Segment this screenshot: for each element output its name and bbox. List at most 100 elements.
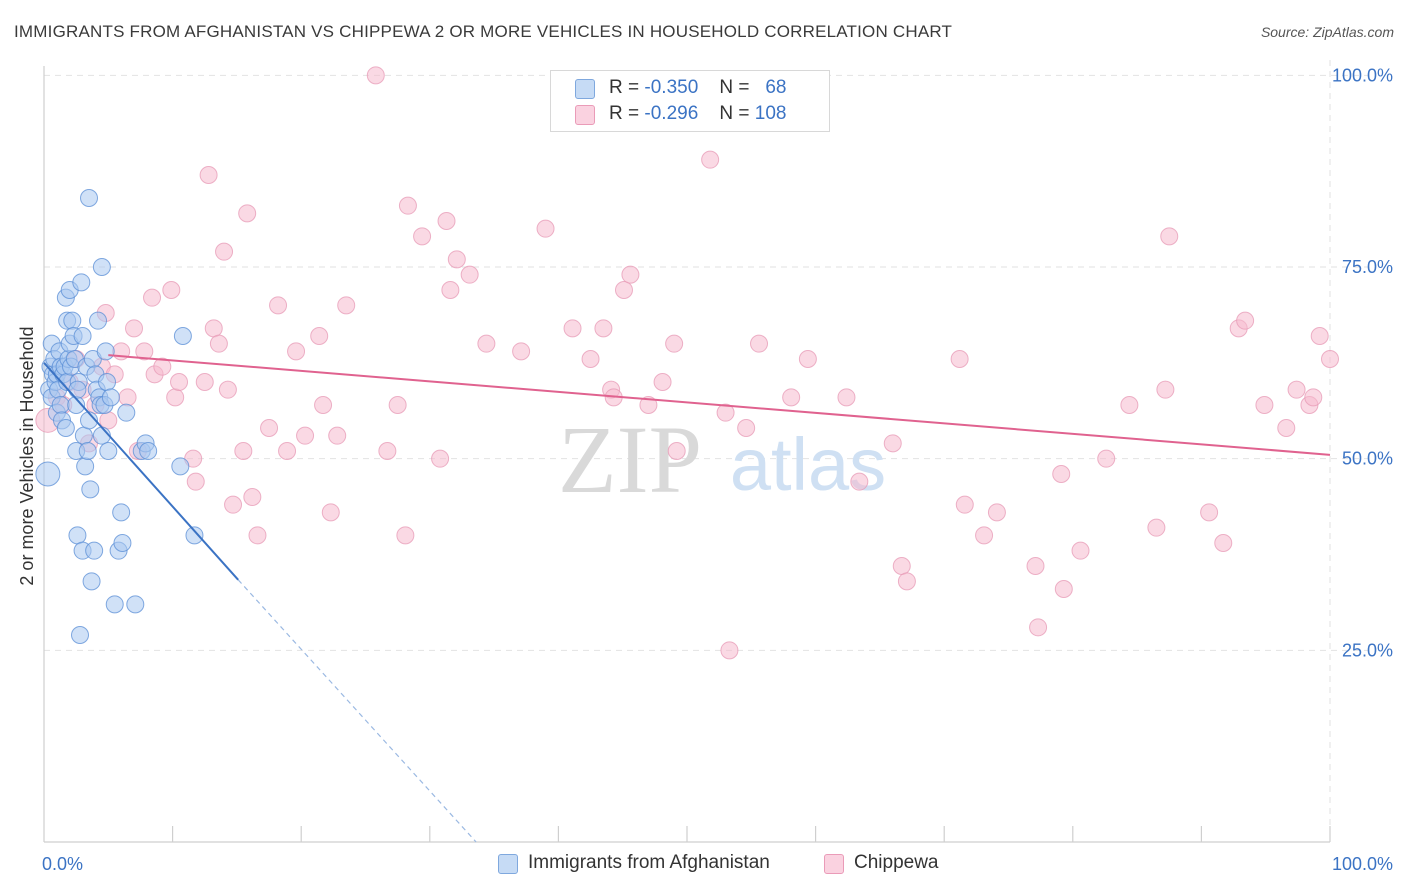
data-point (99, 411, 118, 430)
data-point (269, 296, 288, 315)
data-point (72, 273, 91, 292)
data-point (56, 419, 75, 437)
data-point (512, 342, 531, 361)
data-point (1277, 419, 1296, 437)
data-point (447, 250, 466, 269)
data-point (125, 319, 144, 338)
x-tick-label-1: 100.0% (1332, 854, 1393, 874)
data-point (63, 311, 82, 330)
data-point (950, 350, 969, 368)
data-point (716, 403, 735, 422)
legend-r-value: -0.350 (644, 77, 699, 98)
data-point (143, 288, 162, 307)
data-point (1029, 618, 1048, 637)
data-point (798, 350, 817, 368)
afghanistan-points (35, 189, 204, 644)
data-point (594, 319, 613, 338)
data-point (162, 281, 181, 299)
data-point (892, 557, 911, 575)
data-point (701, 150, 720, 169)
data-point (80, 189, 99, 207)
data-point (85, 541, 104, 560)
legend-r-label: R = (609, 77, 640, 98)
data-point (171, 457, 190, 476)
data-point (96, 342, 115, 361)
axes (43, 66, 1331, 843)
data-point (296, 426, 315, 445)
data-point (413, 227, 432, 246)
data-point (166, 388, 185, 407)
data-point (987, 503, 1006, 522)
legend-n-label: N = (719, 103, 750, 124)
legend: R = -0.350 N = 68 R = -0.296 N = 108 (550, 70, 830, 132)
data-point (720, 641, 739, 660)
data-point (1120, 396, 1139, 414)
data-point (1304, 388, 1323, 407)
data-point (89, 311, 108, 330)
chart-title: IMMIGRANTS FROM AFGHANISTAN VS CHIPPEWA … (14, 22, 953, 41)
data-point (287, 342, 306, 361)
data-point (1097, 449, 1116, 468)
trend-line-afghanistan-extension (237, 579, 477, 843)
data-point (243, 488, 262, 506)
data-point (665, 334, 684, 353)
data-point (139, 442, 158, 460)
data-point (234, 442, 253, 460)
data-point (837, 388, 856, 407)
data-point (35, 461, 61, 487)
data-point (99, 442, 118, 460)
legend-n-label: N = (719, 77, 750, 98)
data-point (82, 572, 101, 591)
data-point (51, 396, 70, 414)
data-point (437, 212, 456, 230)
data-point (199, 166, 218, 184)
data-point (614, 281, 633, 299)
data-point (92, 426, 111, 445)
data-point (1156, 380, 1175, 399)
data-point (224, 495, 243, 514)
data-point (737, 419, 756, 437)
data-point (621, 265, 640, 284)
data-point (278, 442, 297, 460)
data-point (1160, 227, 1179, 246)
data-point (71, 626, 90, 644)
chippewa-points (35, 66, 1339, 660)
data-point (1287, 380, 1306, 399)
data-point (68, 526, 87, 545)
trend-lines (43, 354, 1331, 843)
data-point (398, 196, 417, 215)
data-point (76, 457, 95, 476)
data-point (431, 449, 450, 468)
data-point (536, 219, 555, 238)
watermark-atlas: atlas (730, 423, 886, 506)
data-point (68, 380, 87, 399)
data-point (667, 442, 686, 460)
data-point (581, 350, 600, 368)
data-point (1236, 311, 1255, 330)
data-point (366, 66, 385, 85)
y-tick-label-1: 50.0% (1342, 449, 1393, 469)
y-tick-label-3: 100.0% (1332, 65, 1393, 85)
data-point (1052, 465, 1071, 483)
data-point (1310, 327, 1329, 345)
data-point (314, 396, 333, 414)
data-point (185, 526, 204, 545)
data-point (113, 534, 132, 552)
data-point (337, 296, 356, 315)
data-point (1054, 580, 1073, 598)
data-point (186, 472, 205, 491)
tick-labels: 25.0% 50.0% 75.0% 100.0% 0.0% 100.0% (42, 65, 1393, 874)
data-point (975, 526, 994, 545)
data-point (639, 396, 658, 414)
data-point (117, 403, 136, 422)
data-point (883, 434, 902, 453)
data-point (477, 334, 496, 353)
data-point (441, 281, 460, 299)
legend-swatch-afghanistan (575, 79, 595, 99)
data-point (310, 327, 329, 345)
data-point (126, 595, 145, 614)
trend-line-chippewa (108, 354, 1331, 456)
bottom-legend-label-chippewa: Chippewa (854, 852, 939, 873)
data-point (101, 388, 120, 407)
data-point (1147, 518, 1166, 537)
